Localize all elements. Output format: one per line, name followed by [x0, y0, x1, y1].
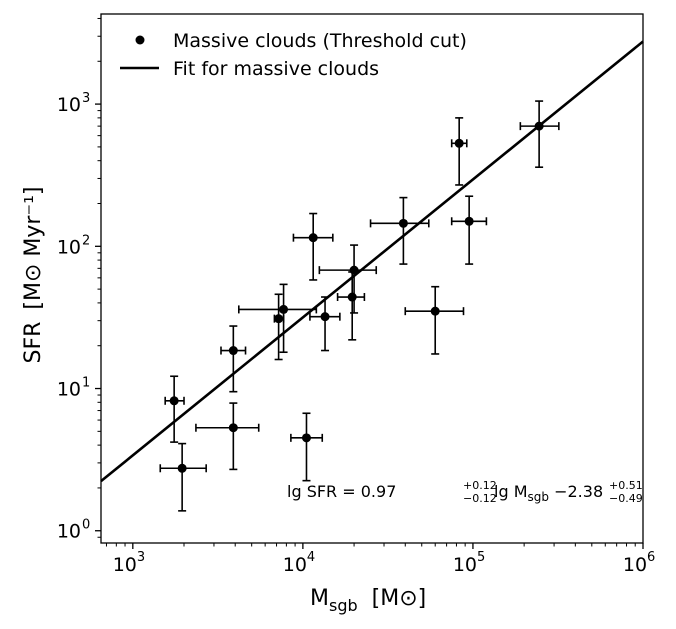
y-tick-label: 10 [57, 236, 81, 258]
y-tick-label: 10 [57, 94, 81, 116]
legend-label-points: Massive clouds (Threshold cut) [173, 30, 467, 52]
x-axis-label: Msgb [M⊙] [310, 586, 426, 615]
data-point [464, 216, 474, 226]
axes-frame-group [100, 13, 644, 544]
fit-equation: lg SFR = 0.97 [287, 482, 396, 501]
eq-mid: lg M [494, 482, 528, 501]
data-point [308, 233, 318, 243]
data-point [274, 314, 284, 324]
y-tick-label: 10 [57, 379, 81, 401]
x-tick-label-exp: 4 [307, 550, 315, 565]
ticks-group: 10 3 10 4 10 5 10 610 010 110 210 3 [57, 17, 655, 576]
data-point [349, 265, 359, 275]
data-point [320, 312, 330, 322]
error-bar [309, 296, 341, 352]
data-point [430, 306, 440, 316]
fit-line [100, 40, 644, 483]
error-bar [290, 412, 324, 482]
data-point [454, 138, 464, 148]
x-tick-label: 10 [623, 554, 647, 576]
error-bars-group [159, 100, 560, 512]
data-point [347, 292, 357, 302]
data-point [398, 218, 408, 228]
data-point [169, 396, 179, 406]
y-tick-label-exp: 1 [82, 376, 90, 391]
x-tick-label-exp: 3 [137, 550, 145, 565]
error-bar [450, 117, 468, 186]
data-point [534, 121, 544, 131]
y-axis-label-main: SFR [21, 322, 46, 364]
y-tick-label-exp: 3 [82, 91, 90, 106]
eq-intercept: −2.38 [549, 482, 603, 501]
error-bar [450, 195, 488, 265]
legend-point-marker [135, 35, 145, 45]
fit-equation-mid: lg Msgb −2.38 [494, 482, 603, 504]
eq-slope-upper: +0.12 [463, 479, 497, 492]
data-point [301, 433, 311, 443]
y-tick-label: 10 [57, 521, 81, 543]
error-bar [220, 325, 247, 393]
x-tick-label: 10 [453, 554, 477, 576]
eq-sub: sgb [528, 490, 550, 504]
data-point [228, 346, 238, 356]
x-axis-label-unit: [M⊙] [372, 586, 427, 611]
data-point [279, 304, 289, 314]
data-points-group [169, 121, 544, 473]
x-tick-label: 10 [113, 554, 137, 576]
eq-slope-lower: −0.12 [463, 492, 497, 505]
data-point [177, 463, 187, 473]
y-axis-label: SFR [M⊙ Myr⁻¹] [21, 187, 46, 364]
legend-label-fit: Fit for massive clouds [173, 58, 379, 80]
data-point [228, 423, 238, 433]
y-tick-label-exp: 2 [82, 233, 90, 248]
error-bar [318, 244, 378, 314]
fit-line-group [100, 40, 644, 483]
x-tick-label-exp: 6 [647, 550, 655, 565]
error-bar [195, 402, 260, 471]
x-tick-label: 10 [283, 554, 307, 576]
legend: Massive clouds (Threshold cut) Fit for m… [120, 30, 467, 80]
x-axis-label-sub: sgb [329, 596, 358, 615]
eq-intercept-upper: +0.51 [609, 479, 643, 492]
eq-lhs: lg SFR = [287, 482, 361, 501]
plot-frame [100, 13, 644, 544]
x-axis-label-main: M [310, 586, 329, 611]
eq-intercept-lower: −0.49 [609, 492, 643, 505]
error-bar [164, 375, 185, 443]
y-axis-label-unit: [M⊙ Myr⁻¹] [21, 187, 46, 310]
eq-slope: 0.97 [361, 482, 397, 501]
y-tick-label-exp: 0 [82, 518, 90, 533]
x-tick-label-exp: 5 [477, 550, 485, 565]
